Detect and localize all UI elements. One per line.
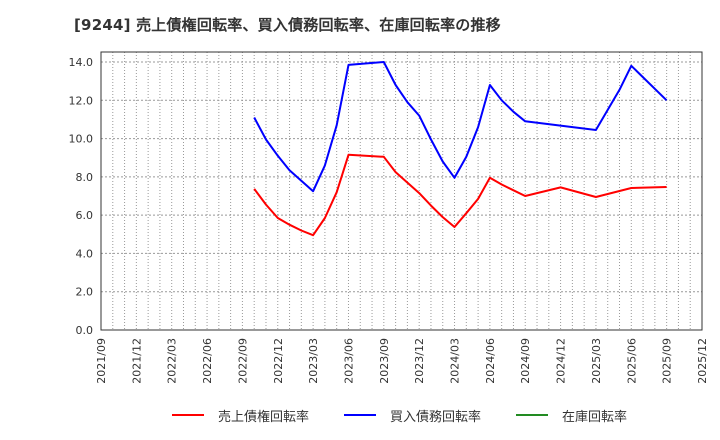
series-line <box>253 153 667 237</box>
legend-swatch-red <box>172 414 204 416</box>
x-tick-label: 2024/12 <box>555 338 568 384</box>
x-tick-label: 2024/03 <box>449 338 462 384</box>
x-tick-label: 2024/09 <box>519 338 532 384</box>
x-tick-label: 2022/09 <box>236 338 249 384</box>
legend-swatch-green <box>516 414 548 416</box>
y-tick-label: 0.0 <box>76 324 94 337</box>
x-tick-label: 2021/09 <box>95 338 108 384</box>
y-tick-label: 10.0 <box>69 133 94 146</box>
x-tick-label: 2022/06 <box>201 338 214 384</box>
y-tick-label: 8.0 <box>76 171 94 184</box>
legend-label: 買入債務回転率 <box>390 409 482 425</box>
x-tick-label: 2023/06 <box>342 338 355 384</box>
x-tick-label: 2022/03 <box>166 338 179 384</box>
x-tick-label: 2023/03 <box>307 338 320 384</box>
plot-frame <box>100 51 703 331</box>
chart-title: [9244] 売上債権回転率、買入債務回転率、在庫回転率の推移 <box>74 16 501 34</box>
legend-swatch-blue <box>344 414 376 416</box>
legend: 売上債権回転率 買入債務回転率 在庫回転率 <box>0 404 720 426</box>
series-lines <box>253 61 668 237</box>
legend-label: 売上債権回転率 <box>218 409 310 425</box>
x-tick-label: 2022/12 <box>272 338 285 384</box>
x-tick-label: 2025/06 <box>625 338 638 384</box>
y-tick-label: 12.0 <box>69 94 94 107</box>
y-tick-label: 14.0 <box>69 56 94 69</box>
x-tick-label: 2025/12 <box>696 338 709 384</box>
y-axis-ticks: 0.0 2.0 4.0 6.0 8.0 10.0 12.0 14.0 <box>69 56 94 337</box>
legend-item-payables: 買入債務回転率 <box>344 404 481 426</box>
legend-item-inventory: 在庫回転率 <box>516 404 627 426</box>
legend-item-receivables: 売上債権回転率 <box>172 404 309 426</box>
x-tick-label: 2025/09 <box>661 338 674 384</box>
x-tick-label: 2024/06 <box>484 338 497 384</box>
x-tick-label: 2025/03 <box>590 338 603 384</box>
x-tick-label: 2021/12 <box>130 338 143 384</box>
legend-label: 在庫回転率 <box>562 409 628 425</box>
x-axis-ticks: 2021/09 2021/12 2022/03 2022/06 2022/09 2022/… <box>95 338 709 384</box>
y-tick-label: 2.0 <box>76 286 94 299</box>
x-tick-label: 2023/12 <box>413 338 426 384</box>
series-line <box>253 61 668 193</box>
x-tick-label: 2023/09 <box>378 338 391 384</box>
y-tick-label: 6.0 <box>76 209 94 222</box>
y-tick-label: 4.0 <box>76 247 94 260</box>
